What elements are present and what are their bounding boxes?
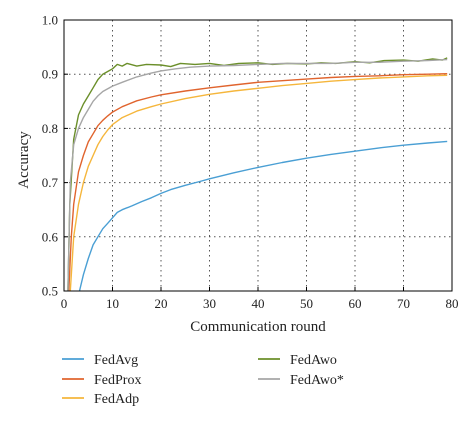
legend-label-fedprox: FedProx (94, 373, 141, 388)
y-tick-label: 0.7 (42, 175, 59, 190)
y-tick-label: 0.5 (42, 284, 58, 299)
x-tick-label: 60 (349, 296, 362, 311)
y-tick-label: 0.6 (42, 229, 59, 244)
y-tick-label: 0.8 (42, 121, 58, 136)
x-tick-label: 50 (300, 296, 313, 311)
series-line-fedadp (69, 74, 448, 292)
x-tick-label: 80 (446, 296, 459, 311)
x-tick-label: 20 (155, 296, 168, 311)
series-line-fedavg (78, 140, 448, 292)
legend: FedAvg FedProx FedAdp FedAwo FedAwo* (62, 353, 344, 407)
y-tick-label: 1.0 (42, 13, 58, 28)
x-tick-label: 0 (61, 296, 68, 311)
legend-label-fedawo-: FedAwo* (290, 373, 344, 388)
y-tick-label: 0.9 (42, 67, 58, 82)
y-axis-label: Accuracy (16, 131, 32, 189)
legend-label-fedavg: FedAvg (94, 353, 138, 368)
x-tick-label: 70 (397, 296, 410, 311)
x-ticks: 0 10 20 30 40 50 60 70 80 (61, 287, 459, 311)
legend-label-fedadp: FedAdp (94, 392, 139, 407)
x-axis-label: Communication round (190, 319, 326, 335)
series-line-fedprox (68, 73, 448, 292)
y-ticks: 0.5 0.6 0.7 0.8 0.9 1.0 (42, 13, 68, 299)
legend-label-fedawo: FedAwo (290, 353, 337, 368)
x-tick-label: 40 (252, 296, 265, 311)
x-tick-label: 10 (106, 296, 119, 311)
x-tick-label: 30 (203, 296, 216, 311)
series-lines (67, 57, 448, 292)
series-line-fedawo- (67, 58, 448, 292)
